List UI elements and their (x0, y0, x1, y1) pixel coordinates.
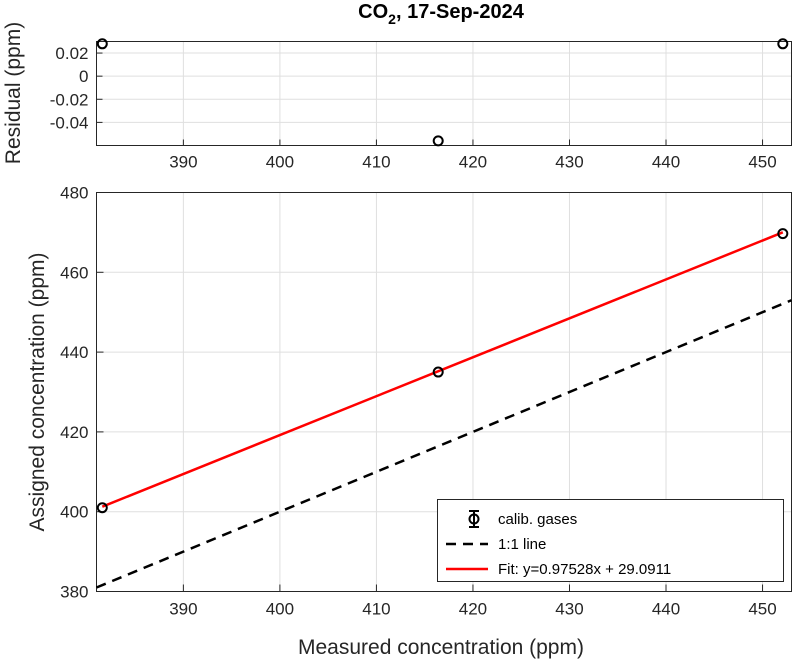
main-axes-box (96, 192, 792, 592)
main-x-tick-label: 420 (459, 600, 487, 619)
legend-label-calib: calib. gases (498, 511, 577, 528)
main-x-tick-label: 440 (652, 600, 680, 619)
residual-y-tick-label: 0 (79, 67, 88, 86)
one-to-one-line (96, 299, 792, 589)
residual-axes-box (96, 41, 792, 146)
main-x-tick-label: 400 (266, 600, 294, 619)
residual-y-axis-label: Residual (ppm) (2, 22, 25, 164)
main-y-tick-label: 400 (60, 503, 88, 522)
main-y-tick-label: 420 (60, 423, 88, 442)
residual-x-tick-label: 410 (362, 153, 390, 172)
main-x-tick-label: 450 (748, 600, 776, 619)
main-x-tick-label: 390 (169, 600, 197, 619)
calib-gas-point (432, 366, 444, 378)
legend-label-fit: Fit: y=0.97528x + 29.0911 (498, 561, 671, 578)
residual-point (777, 38, 789, 50)
main-y-tick-label: 480 (60, 184, 88, 203)
residual-point (96, 38, 108, 50)
legend-box (437, 499, 784, 582)
main-x-tick-label: 430 (555, 600, 583, 619)
residual-x-tick-label: 390 (169, 153, 197, 172)
main-y-tick-label: 380 (60, 583, 88, 602)
residual-x-tick-label: 450 (748, 153, 776, 172)
legend-marker-calib (468, 510, 480, 528)
residual-y-tick-label: -0.02 (50, 90, 89, 109)
residual-points (96, 38, 789, 147)
residual-y-tick-label: -0.04 (50, 113, 89, 132)
x-axis-label: Measured concentration (ppm) (298, 636, 584, 659)
residual-panel: 390 400 410 420 430 440 450 0.02 0 -0.02 -0.04 Res… (2, 22, 792, 172)
main-panel: 390 400 410 420 430 440 450380400420440460480 … (26, 184, 792, 659)
main-x-tick-label: 410 (362, 600, 390, 619)
y-axis-label: Assigned concentration (ppm) (26, 253, 49, 532)
residual-grid (96, 41, 792, 146)
calib-gas-point (777, 228, 789, 240)
calib-gas-point (96, 502, 108, 514)
residual-x-tick-label: 430 (555, 153, 583, 172)
calib-gas-points (96, 228, 789, 514)
main-y-tick-label: 460 (60, 263, 88, 282)
residual-y-tick-label: 0.02 (55, 44, 88, 63)
main-ticks: 390 400 410 420 430 440 450 380 400 420 440 460 480 (60, 184, 777, 619)
chart-title: CO2, 17-Sep-2024 (358, 1, 525, 27)
residual-x-tick-label: 400 (266, 153, 294, 172)
residual-x-tick-label: 440 (652, 153, 680, 172)
legend-label-1to1: 1:1 line (498, 536, 546, 553)
main-y-tick-label: 440 (60, 343, 88, 362)
residual-x-tick-label: 420 (459, 153, 487, 172)
legend: calib. gases 1:1 line Fit: y=0.97528x + … (437, 499, 784, 582)
residual-point (432, 135, 444, 147)
residual-ticks: 390 400 410 420 430 440 450 0.02 0 -0.02 -0.04 (50, 44, 777, 171)
